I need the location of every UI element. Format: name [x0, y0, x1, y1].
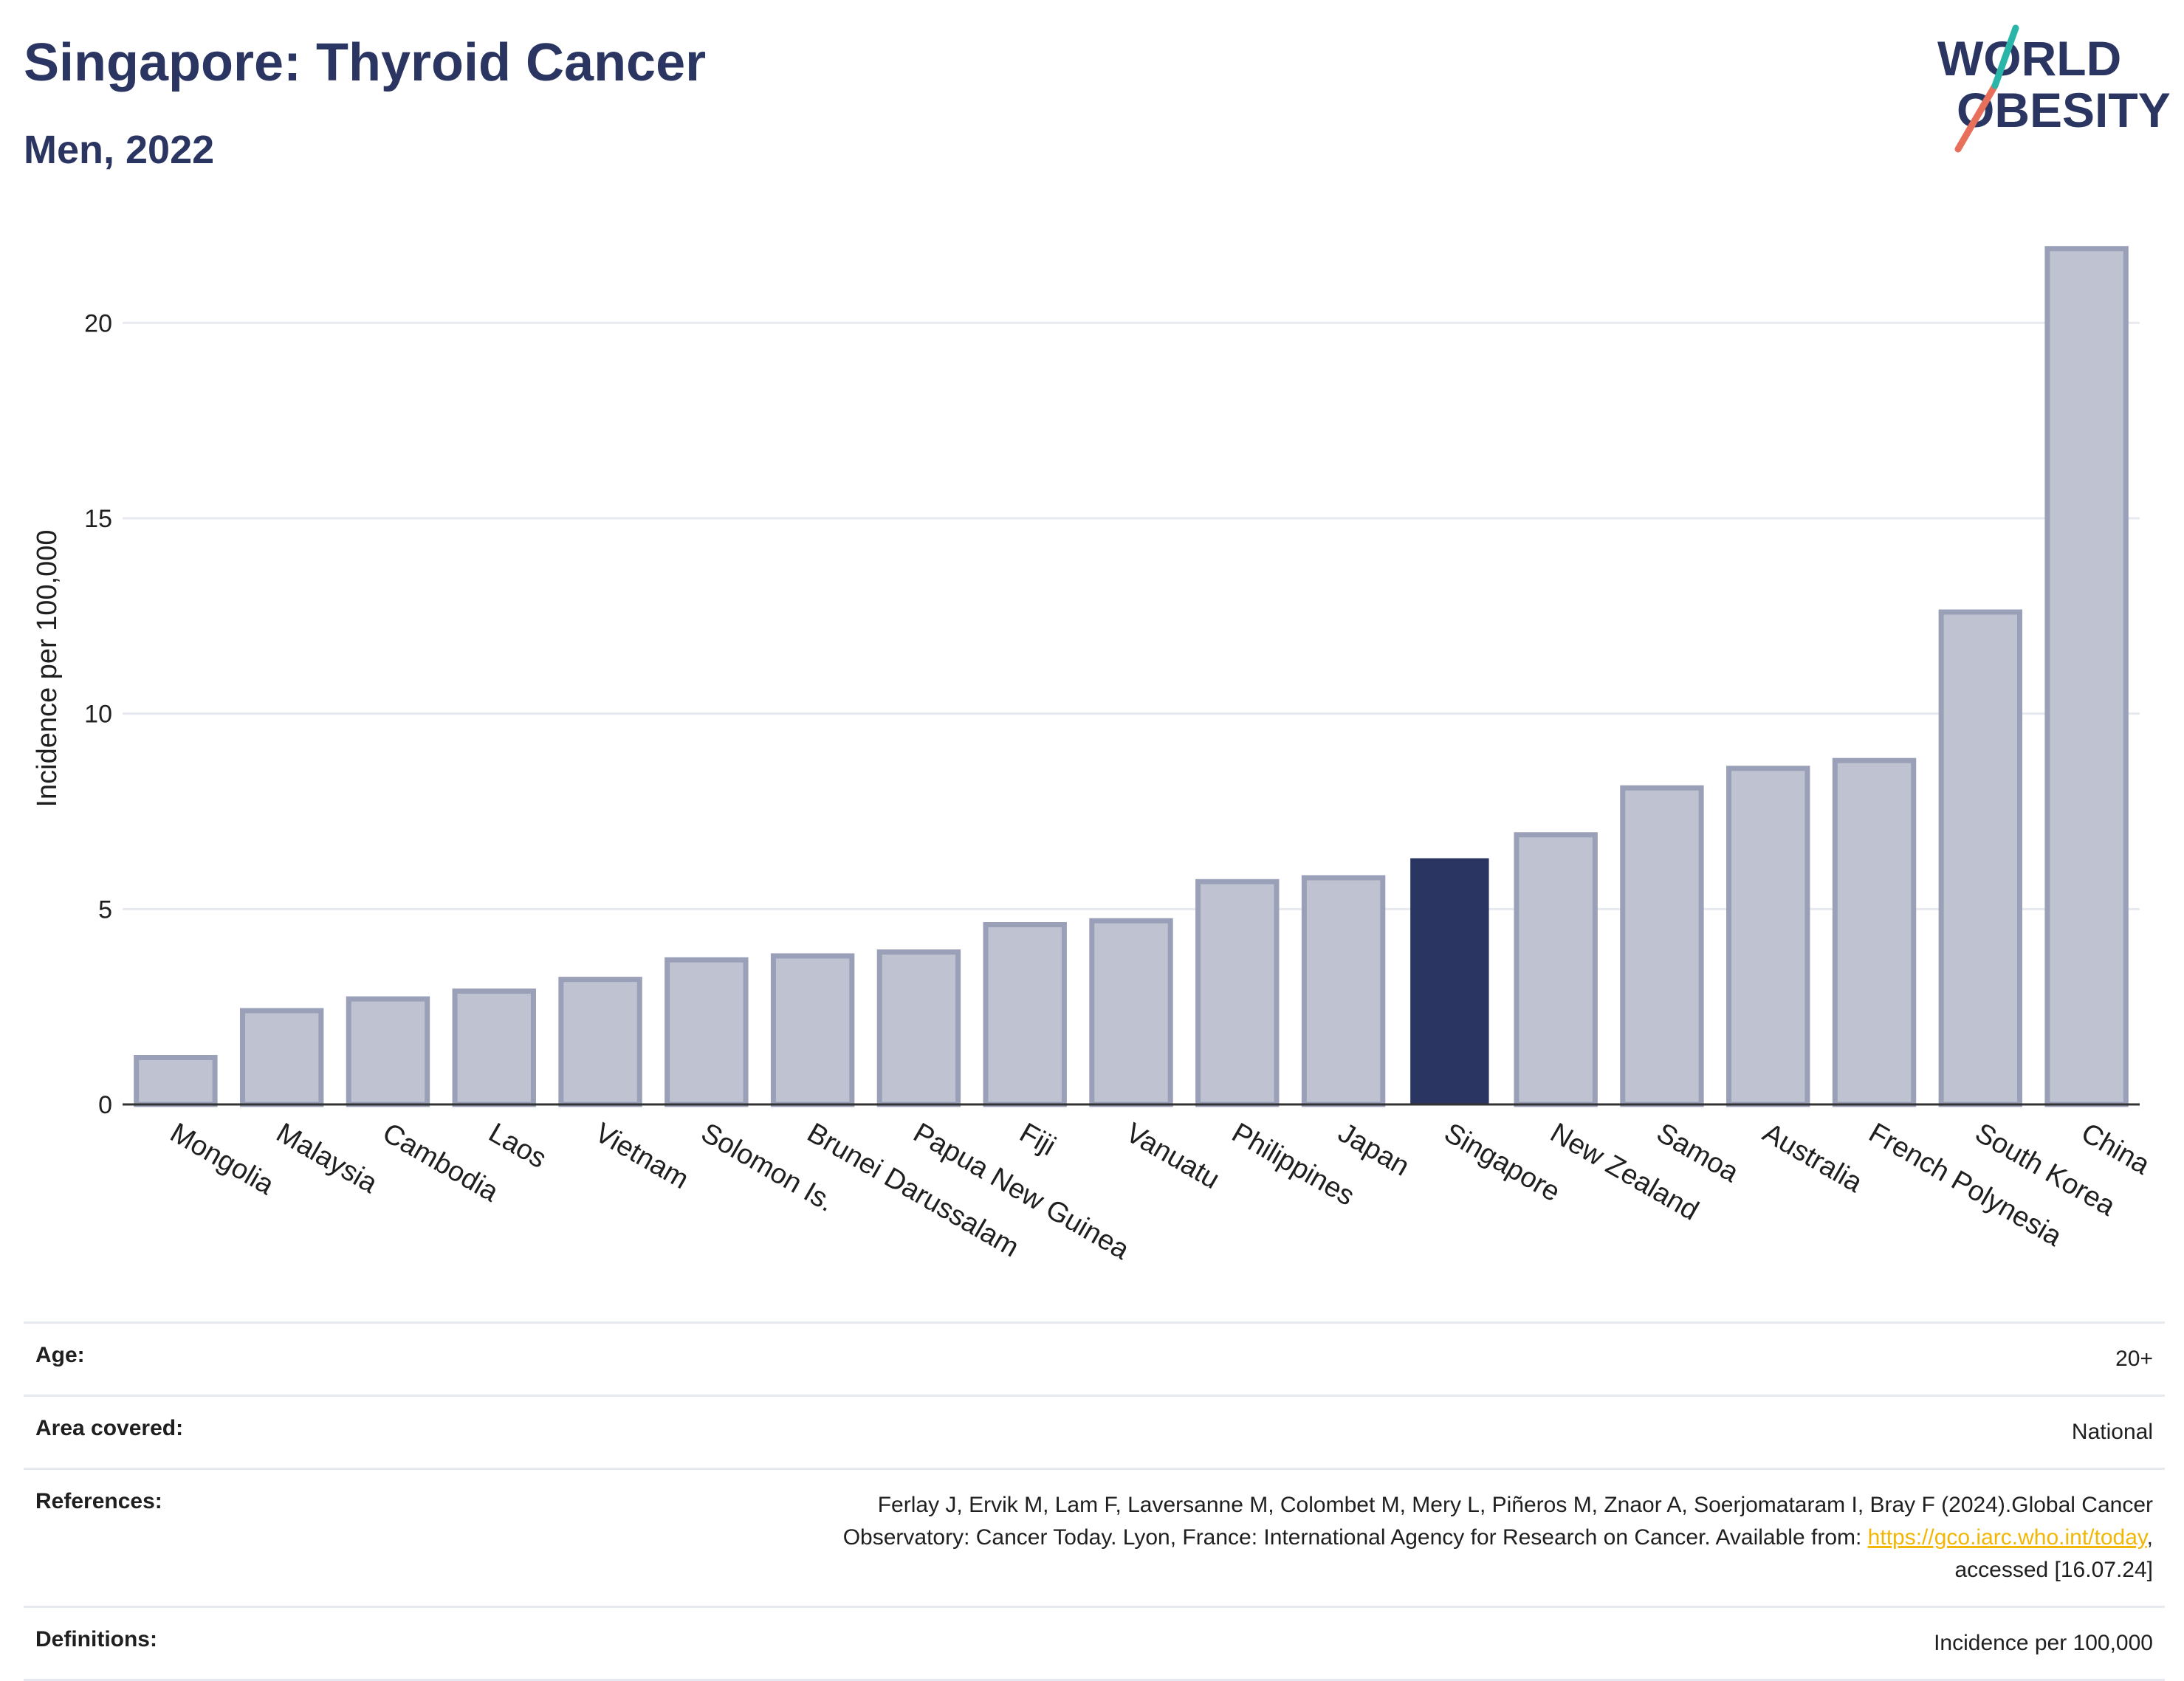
bar	[1938, 609, 2023, 1107]
x-tick-label: Singapore	[1439, 1117, 1565, 1208]
references-value: Ferlay J, Ervik M, Lam F, Laversanne M, …	[357, 1468, 2165, 1607]
bar	[1089, 918, 1173, 1107]
bar	[665, 957, 749, 1107]
logo-slash-coral-icon	[1954, 82, 1999, 153]
info-row-definitions: Definitions: Incidence per 100,000	[24, 1606, 2165, 1681]
x-tick-label: Fiji	[1014, 1117, 1061, 1162]
y-tick-label: 10	[84, 701, 112, 729]
y-tick-label: 5	[98, 895, 112, 924]
bar	[876, 949, 961, 1107]
bar	[1514, 832, 1598, 1107]
world-obesity-logo: WORLD OBESITY	[1937, 24, 2171, 153]
age-value: 20+	[357, 1321, 2165, 1396]
chart-subtitle: Men, 2022	[24, 128, 215, 172]
area-value: National	[357, 1395, 2165, 1469]
info-row-references: References: Ferlay J, Ervik M, Lam F, La…	[24, 1468, 2165, 1607]
info-row-area: Area covered: National	[24, 1395, 2165, 1469]
bar	[983, 922, 1067, 1107]
info-table: Age: 20+ Area covered: National Referenc…	[24, 1321, 2165, 1681]
age-label: Age:	[24, 1321, 357, 1396]
x-tick-label: French Polynesia	[1864, 1117, 2067, 1253]
logo-slash-teal-icon	[1991, 24, 2019, 89]
x-tick-label: Australia	[1757, 1117, 1868, 1199]
info-row-age: Age: 20+	[24, 1321, 2165, 1396]
y-tick-label: 15	[84, 505, 112, 533]
references-line2-text: Observatory: Cancer Today. Lyon, France:…	[842, 1525, 1868, 1550]
bar	[770, 953, 855, 1107]
bar	[1195, 879, 1280, 1107]
y-tick-label: 0	[98, 1091, 112, 1119]
x-tick-label: Japan	[1333, 1117, 1415, 1182]
references-line1: Ferlay J, Ervik M, Lam F, Laversanne M, …	[877, 1493, 2153, 1517]
bar-chart: 0 5 10 15 20 Incidence per 100,000 MongoliaMal…	[32, 246, 2156, 1266]
bar	[1620, 785, 1704, 1107]
bar	[346, 996, 430, 1107]
x-tick-label: China	[2076, 1117, 2156, 1180]
x-tick-label: Vietnam	[590, 1117, 694, 1195]
definitions-value: Incidence per 100,000	[357, 1606, 2165, 1681]
references-label: References:	[24, 1468, 357, 1607]
references-line2-end: ,	[2146, 1525, 2153, 1550]
bar	[1410, 858, 1489, 1104]
y-tick-label: 20	[84, 309, 112, 337]
chart-title: Singapore: Thyroid Cancer	[24, 33, 707, 92]
bar	[134, 1054, 218, 1107]
x-tick-label: Cambodia	[377, 1117, 504, 1208]
x-tick-label: Mongolia	[165, 1117, 279, 1201]
bar	[2044, 246, 2129, 1107]
y-axis-label: Incidence per 100,000	[32, 529, 63, 807]
references-line3: accessed [16.07.24]	[1954, 1558, 2153, 1582]
bar	[558, 977, 642, 1107]
area-label: Area covered:	[24, 1395, 357, 1469]
x-tick-label: Laos	[484, 1117, 552, 1175]
x-tick-label: Vanuatu	[1121, 1117, 1225, 1195]
definitions-label: Definitions:	[24, 1606, 357, 1681]
references-link[interactable]: https://gco.iarc.who.int/today	[1867, 1525, 2147, 1550]
bar	[1301, 875, 1386, 1107]
bar	[452, 988, 536, 1107]
bar	[1726, 766, 1810, 1107]
references-line2: Observatory: Cancer Today. Lyon, France:…	[369, 1522, 2153, 1554]
x-tick-label: Malaysia	[271, 1117, 383, 1200]
logo-line1: WORLD	[1937, 31, 2121, 86]
bar	[1832, 757, 1917, 1107]
bar	[239, 1008, 324, 1107]
